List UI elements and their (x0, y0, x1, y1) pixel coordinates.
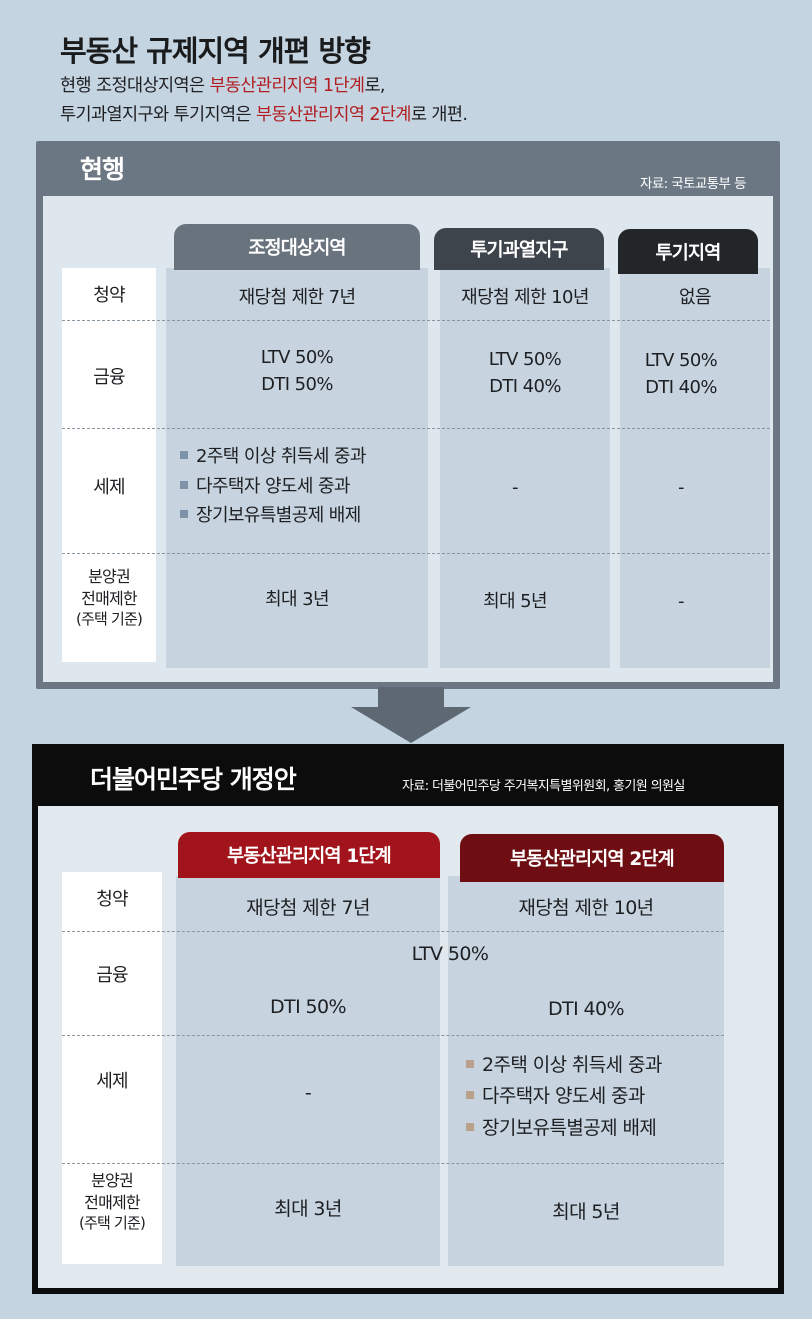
subtitle-text: 투기과열지구와 투기지역은 (60, 105, 256, 125)
subtitle-text: 로, (364, 76, 385, 96)
list-item-text: 다주택자 양도세 중과 (482, 1085, 645, 1108)
row-label-resale-line1: 분양권 (91, 1171, 134, 1190)
column-bg-speculative (620, 268, 770, 668)
row-label-tax: 세제 (96, 1071, 128, 1092)
row-divider (62, 1035, 724, 1036)
row-label-resale-line2: 전매제한 (84, 1192, 140, 1212)
current-title: 현행 (80, 155, 125, 184)
row-label-resale: 분양권 전매제한 (주택 기준) (62, 566, 156, 629)
proposal-title: 더불어민주당 개정안 (90, 765, 297, 794)
row-label-resale-line3: (주택 기준) (75, 610, 143, 629)
row-divider (62, 553, 770, 554)
row-label-finance: 금융 (96, 965, 128, 986)
list-item-text: 장기보유특별공제 배제 (482, 1116, 657, 1139)
square-bullet-icon (180, 451, 188, 459)
cell-resale-speculative: - (678, 591, 685, 612)
list-item-text: 장기보유특별공제 배제 (196, 505, 361, 527)
row-divider (62, 320, 770, 321)
cell-finance-overheated: LTV 50% DTI 40% (440, 346, 610, 400)
square-bullet-icon (180, 480, 188, 489)
tab-overheated-district: 투기과열지구 (434, 228, 604, 270)
column-bg-stage2 (448, 876, 724, 1266)
square-bullet-icon (466, 1060, 474, 1068)
row-label-subscription: 청약 (96, 889, 128, 910)
cell-finance-speculative: LTV 50% DTI 40% (606, 347, 756, 401)
cell-finance-ltv-shared: LTV 50% (411, 943, 489, 965)
cell-tax-stage2: 2주택 이상 취득세 중과 다주택자 양도세 중과 장기보유특별공제 배제 (466, 1050, 662, 1144)
cell-subscription-overheated: 재당첨 제한 10년 (461, 287, 589, 308)
subtitle-line-1: 현행 조정대상지역은 부동산관리지역 1단계로, (60, 72, 386, 97)
list-item: 장기보유특별공제 배제 (180, 501, 366, 531)
column-bg-adjusted (166, 268, 428, 668)
list-item: 다주택자 양도세 중과 (466, 1081, 662, 1112)
list-item: 2주택 이상 취득세 중과 (466, 1050, 662, 1081)
cell-finance-dti-stage2: DTI 40% (548, 998, 625, 1020)
row-divider (62, 1163, 724, 1164)
down-arrow-icon (378, 687, 444, 707)
square-bullet-icon (466, 1122, 474, 1131)
cell-resale-overheated: 최대 5년 (483, 591, 547, 612)
column-bg-overheated (440, 268, 610, 668)
subtitle-highlight: 부동산관리지역 1단계 (209, 76, 365, 96)
cell-resale-stage1: 최대 3년 (274, 1198, 342, 1220)
list-item: 다주택자 양도세 중과 (180, 472, 366, 502)
ltv-value: LTV 50% (488, 349, 562, 370)
row-label-resale-line3: (주택 기준) (78, 1214, 146, 1233)
row-label-resale-line1: 분양권 (88, 567, 131, 586)
row-label-tax: 세제 (93, 477, 125, 498)
cell-finance-dti-stage1: DTI 50% (270, 996, 347, 1018)
proposal-row-labels: 청약 금융 세제 분양권 전매제한 (주택 기준) (62, 872, 162, 1264)
row-divider (62, 931, 724, 932)
tab-stage-2: 부동산관리지역 2단계 (460, 834, 724, 882)
row-label-resale: 분양권 전매제한 (주택 기준) (62, 1170, 162, 1233)
row-divider (62, 428, 770, 429)
tab-speculative-area: 투기지역 (618, 229, 758, 274)
column-bg-stage1 (176, 876, 440, 1266)
ltv-value: LTV 50% (260, 347, 334, 368)
cell-tax-adjusted: 2주택 이상 취득세 중과 다주택자 양도세 중과 장기보유특별공제 배제 (180, 442, 366, 531)
dti-value: DTI 40% (645, 377, 717, 398)
subtitle-text: 로 개편. (410, 105, 468, 125)
cell-finance-adjusted: LTV 50% DTI 50% (166, 344, 428, 398)
cell-subscription-speculative: 없음 (679, 287, 712, 308)
list-item: 2주택 이상 취득세 중과 (180, 442, 366, 472)
row-label-finance: 금융 (93, 367, 125, 388)
proposal-source: 자료: 더불어민주당 주거복지특별위원회, 홍기원 의원실 (402, 779, 685, 794)
list-item-text: 다주택자 양도세 중과 (196, 475, 350, 497)
cell-tax-speculative: - (678, 477, 685, 498)
current-source: 자료: 국토교통부 등 (640, 176, 747, 192)
row-label-subscription: 청약 (93, 285, 125, 306)
tab-stage-1: 부동산관리지역 1단계 (178, 832, 440, 878)
cell-tax-overheated: - (512, 477, 519, 498)
subtitle-highlight: 부동산관리지역 2단계 (255, 105, 412, 125)
cell-resale-stage2: 최대 5년 (552, 1201, 620, 1223)
list-item-text: 2주택 이상 취득세 중과 (196, 446, 366, 467)
dti-value: DTI 50% (261, 374, 333, 395)
cell-tax-stage1: - (304, 1082, 312, 1104)
cell-subscription-stage1: 재당첨 제한 7년 (246, 897, 370, 919)
list-item-text: 2주택 이상 취득세 중과 (482, 1054, 662, 1076)
square-bullet-icon (180, 510, 188, 519)
page-title: 부동산 규제지역 개편 방향 (60, 34, 371, 68)
subtitle-text: 현행 조정대상지역은 (60, 76, 210, 96)
subtitle-line-2: 투기과열지구와 투기지역은 부동산관리지역 2단계로 개편. (60, 101, 468, 126)
square-bullet-icon (466, 1091, 474, 1100)
current-row-labels: 청약 금융 세제 분양권 전매제한 (주택 기준) (62, 268, 156, 662)
ltv-value: LTV 50% (644, 350, 718, 371)
down-arrow-head-icon (351, 707, 471, 743)
row-label-resale-line2: 전매제한 (81, 588, 137, 608)
cell-resale-adjusted: 최대 3년 (265, 589, 329, 610)
cell-subscription-adjusted: 재당첨 제한 7년 (238, 287, 356, 308)
dti-value: DTI 40% (489, 376, 561, 397)
tab-adjusted-area: 조정대상지역 (174, 224, 420, 270)
list-item: 장기보유특별공제 배제 (466, 1113, 662, 1144)
cell-subscription-stage2: 재당첨 제한 10년 (518, 897, 654, 919)
